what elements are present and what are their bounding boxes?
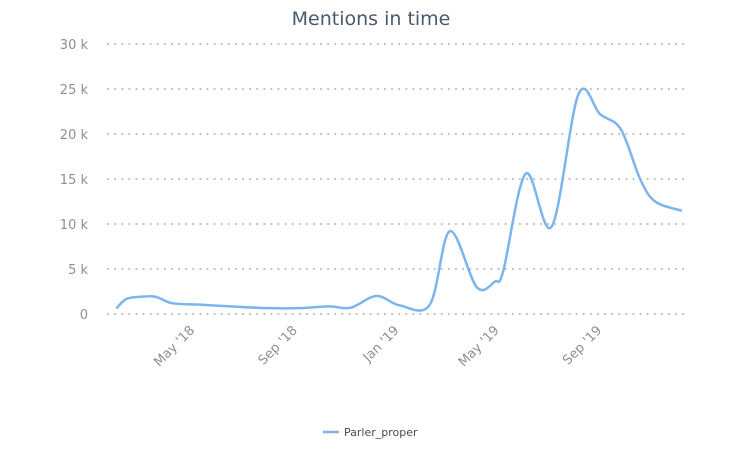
x-tick-label: Jan '19 <box>360 323 403 366</box>
y-tick-label: 25 k <box>60 83 89 98</box>
y-tick-label: 30 k <box>60 38 89 53</box>
y-tick-label: 20 k <box>60 128 89 143</box>
x-tick-label: May '19 <box>456 323 503 370</box>
x-axis: May '18 Sep '18 Jan '19 May '19 Sep '19 <box>151 323 605 370</box>
series-line-parler-proper[interactable] <box>115 87 683 312</box>
x-tick-label: May '18 <box>151 323 198 370</box>
grid <box>107 43 685 315</box>
chart-title: Mentions in time <box>292 8 451 30</box>
y-axis: 0 5 k 10 k 15 k 20 k 25 k 30 k <box>60 38 89 323</box>
x-tick-label: Sep '18 <box>256 323 301 368</box>
y-tick-label: 5 k <box>68 263 88 278</box>
y-tick-label: 15 k <box>60 173 89 188</box>
y-tick-label: 10 k <box>60 218 89 233</box>
legend-item-label[interactable]: Parler_proper <box>344 426 418 439</box>
y-tick-label: 0 <box>80 308 88 323</box>
x-tick-label: Sep '19 <box>560 323 605 368</box>
series-group <box>115 87 683 312</box>
legend[interactable]: Parler_proper <box>323 426 418 439</box>
